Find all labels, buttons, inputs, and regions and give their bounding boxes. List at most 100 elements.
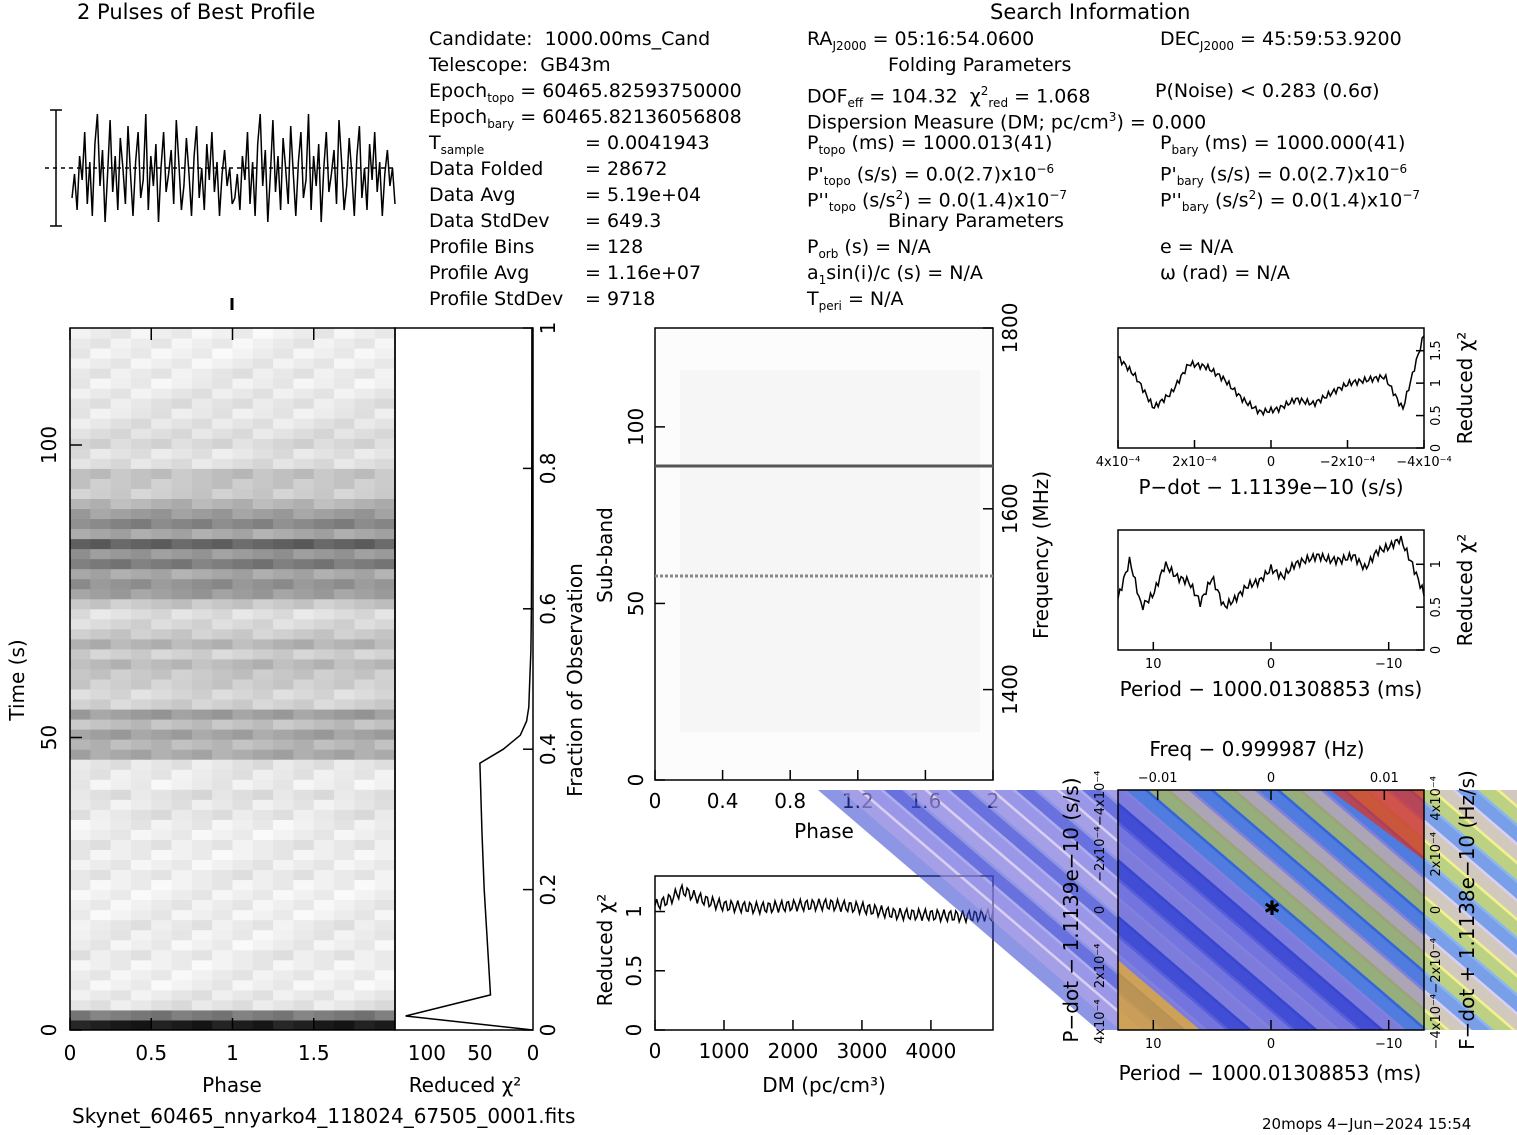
tp-cell: [171, 1009, 193, 1021]
dof-value: = 104.32: [869, 85, 958, 108]
tp-cell: [273, 1009, 294, 1021]
tp-cell: [110, 488, 132, 499]
tp-cell: [90, 939, 112, 951]
pdtopo-label: P': [807, 163, 824, 186]
tsample-row: Tsample: [429, 132, 484, 161]
tp-cell: [273, 859, 294, 871]
tp-cell: [70, 478, 91, 489]
tp-cell: [273, 969, 294, 981]
tp-cell: [212, 849, 233, 861]
tp-cell: [293, 528, 315, 540]
subband-y2label: Frequency (MHz): [1029, 471, 1053, 639]
tp-cell: [232, 899, 254, 911]
tp-cell: [171, 969, 193, 981]
map-x2tick-label: 0.01: [1370, 771, 1399, 786]
epoch-bary-value: = 60465.82136056808: [520, 106, 742, 128]
profile-plot: [45, 109, 396, 227]
tp-cell: [212, 608, 233, 620]
tp-cell: [151, 658, 173, 670]
tp-cell: [334, 638, 355, 650]
small-ytick-label: 0: [1429, 444, 1444, 452]
tp-cell: [354, 588, 376, 600]
tp-cell: [70, 408, 91, 419]
small-xtick-label: −10: [1375, 657, 1402, 672]
tp-cell: [252, 979, 274, 991]
tp-cell: [212, 979, 233, 991]
tp-cell: [110, 909, 132, 921]
tp-cell: [232, 749, 254, 760]
tp-cell: [354, 628, 376, 640]
pddtopo-exp: −7: [1049, 188, 1068, 202]
tp-cell: [70, 558, 91, 570]
tp-cell: [171, 729, 193, 740]
tp-cell: [293, 598, 315, 610]
ra-value: = 05:16:54.0600: [872, 28, 1035, 50]
dm-xtick-label: 3000: [836, 1039, 887, 1063]
tp-cell: [273, 578, 294, 590]
tp-cell: [130, 709, 152, 720]
tp-cell: [273, 719, 294, 730]
tp-cell: [252, 789, 274, 800]
tp-cell: [232, 829, 254, 840]
tp-cell: [252, 658, 274, 670]
tp-cell: [110, 779, 132, 790]
tp-cell: [273, 749, 294, 760]
tp-cell: [151, 458, 173, 469]
tp-cell: [232, 779, 254, 790]
tp-cell: [374, 989, 396, 1001]
tp-cell: [212, 749, 233, 760]
tp-cell: [273, 819, 294, 830]
tp-cell: [212, 909, 233, 921]
tp-cell: [151, 438, 173, 449]
tp-cell: [232, 879, 254, 891]
tp-cell: [252, 328, 274, 339]
tp-cell: [191, 749, 213, 760]
tp-cell: [70, 618, 91, 630]
tp-cell: [191, 358, 213, 369]
tp-cell: [334, 969, 355, 981]
tp-cell: [130, 358, 152, 369]
tp-cell: [191, 608, 213, 620]
tp-cell: [212, 638, 233, 650]
tp-cell: [334, 618, 355, 630]
dm-line: [654, 882, 994, 925]
pavg-label: Profile Avg: [429, 262, 530, 284]
tp-cell: [90, 458, 112, 469]
tp-cell: [212, 789, 233, 800]
tp-cell: [232, 338, 254, 349]
tp-cell: [212, 448, 233, 459]
a1-label: a: [807, 262, 819, 284]
tp-cell: [151, 939, 173, 951]
tp-cell: [191, 679, 213, 690]
tp-cell: [354, 408, 376, 419]
tp-cell: [334, 518, 355, 530]
tp-cell: [334, 699, 355, 710]
tp-cell: [191, 779, 213, 790]
tp-cell: [171, 739, 193, 750]
tp-cell: [273, 1019, 294, 1031]
small-xtick-label: 4x10⁻⁴: [1096, 455, 1141, 470]
pddbary-exp: −7: [1402, 188, 1421, 202]
tp-cell: [90, 719, 112, 730]
tp-ytick-label: 100: [37, 426, 61, 464]
tp-cell: [70, 829, 91, 840]
tp-cell: [232, 979, 254, 991]
tp-cell: [334, 498, 355, 510]
tp-cell: [293, 759, 315, 770]
tp-cell: [110, 368, 132, 379]
tp-cell: [110, 338, 132, 349]
tp-cell: [130, 638, 152, 650]
tp-cell: [354, 358, 376, 369]
pddtopo-label: P'': [807, 189, 829, 212]
tp-cell: [293, 358, 315, 369]
tp-cell: [90, 1009, 112, 1021]
tp-cell: [110, 739, 132, 750]
tp-cell: [90, 548, 112, 560]
tp-cell: [151, 769, 173, 780]
tp-cell: [232, 598, 254, 610]
tp-cell: [232, 799, 254, 810]
dm-ylabel: Reduced χ²: [593, 894, 617, 1007]
tp-cell: [313, 719, 335, 730]
tp-cell: [252, 438, 274, 449]
